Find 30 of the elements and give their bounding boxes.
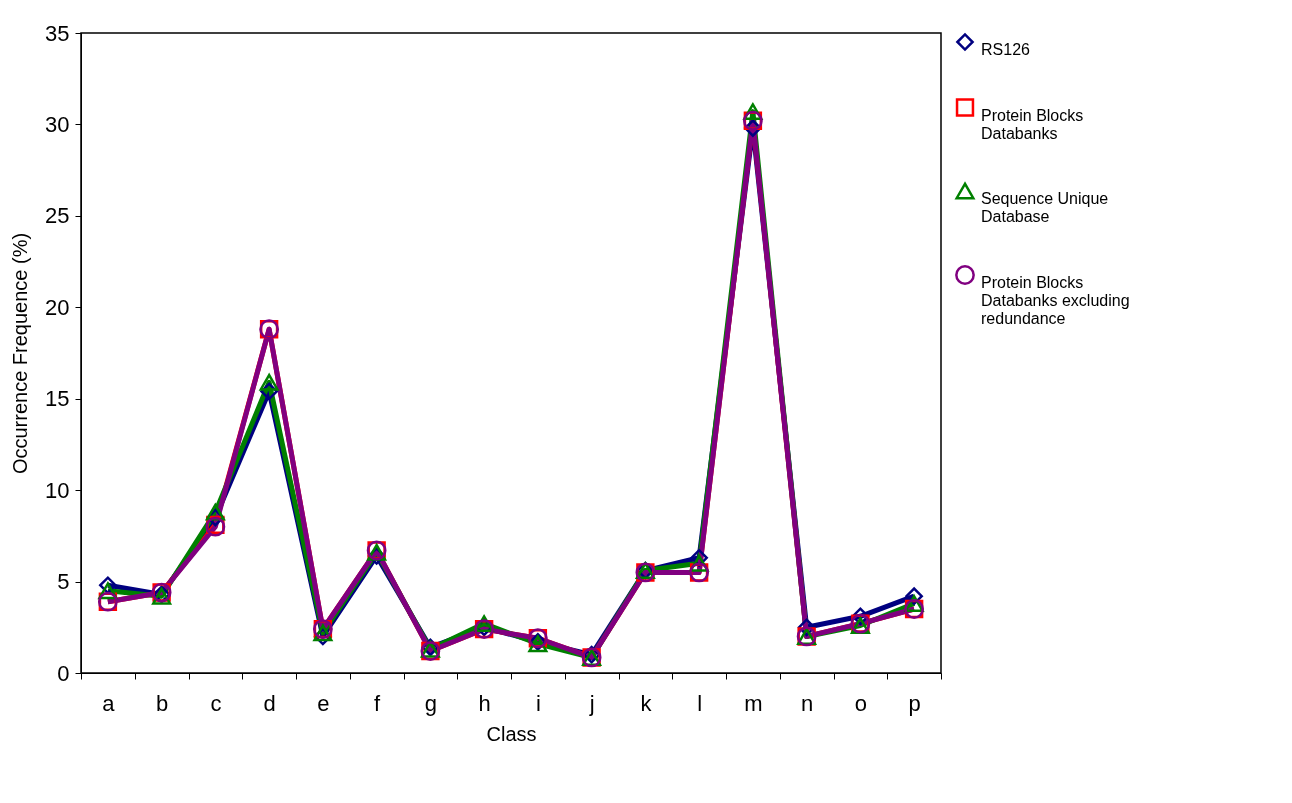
x-tick-label: l <box>697 690 703 716</box>
y-tick-label: 30 <box>45 111 70 137</box>
y-tick-label: 10 <box>45 477 70 503</box>
legend-label: Protein Blocks Databanks <box>981 106 1084 142</box>
x-tick-label: p <box>908 690 921 716</box>
x-tick-label: g <box>424 690 437 716</box>
y-tick-label: 15 <box>45 386 70 412</box>
x-tick-label: m <box>744 690 763 716</box>
legend-label: Protein Blocks Databanks excluding redundance <box>981 274 1130 327</box>
x-tick-label: b <box>156 690 169 716</box>
y-tick-label: 5 <box>57 569 70 595</box>
x-tick-label: n <box>801 690 814 716</box>
y-tick-label: 20 <box>45 294 70 320</box>
x-tick-label: e <box>317 690 330 716</box>
x-tick-label: a <box>102 690 116 716</box>
x-tick-label: o <box>854 690 867 716</box>
x-tick-label: c <box>210 690 222 716</box>
y-tick-label: 0 <box>57 660 70 686</box>
y-axis-title: Occurrence Frequence (%) <box>9 232 32 475</box>
x-tick-label: h <box>478 690 491 716</box>
x-axis-title: Class <box>486 722 537 745</box>
x-tick-label: j <box>588 690 595 716</box>
legend-label: Sequence Unique Database <box>981 190 1109 225</box>
y-tick-label: 35 <box>45 20 70 46</box>
x-tick-label: f <box>374 690 382 716</box>
y-tick-label: 25 <box>45 203 70 229</box>
x-tick-label: d <box>263 690 276 716</box>
legend-label: RS126 <box>981 41 1031 58</box>
x-tick-label: i <box>535 690 541 716</box>
x-tick-label: k <box>640 690 653 716</box>
